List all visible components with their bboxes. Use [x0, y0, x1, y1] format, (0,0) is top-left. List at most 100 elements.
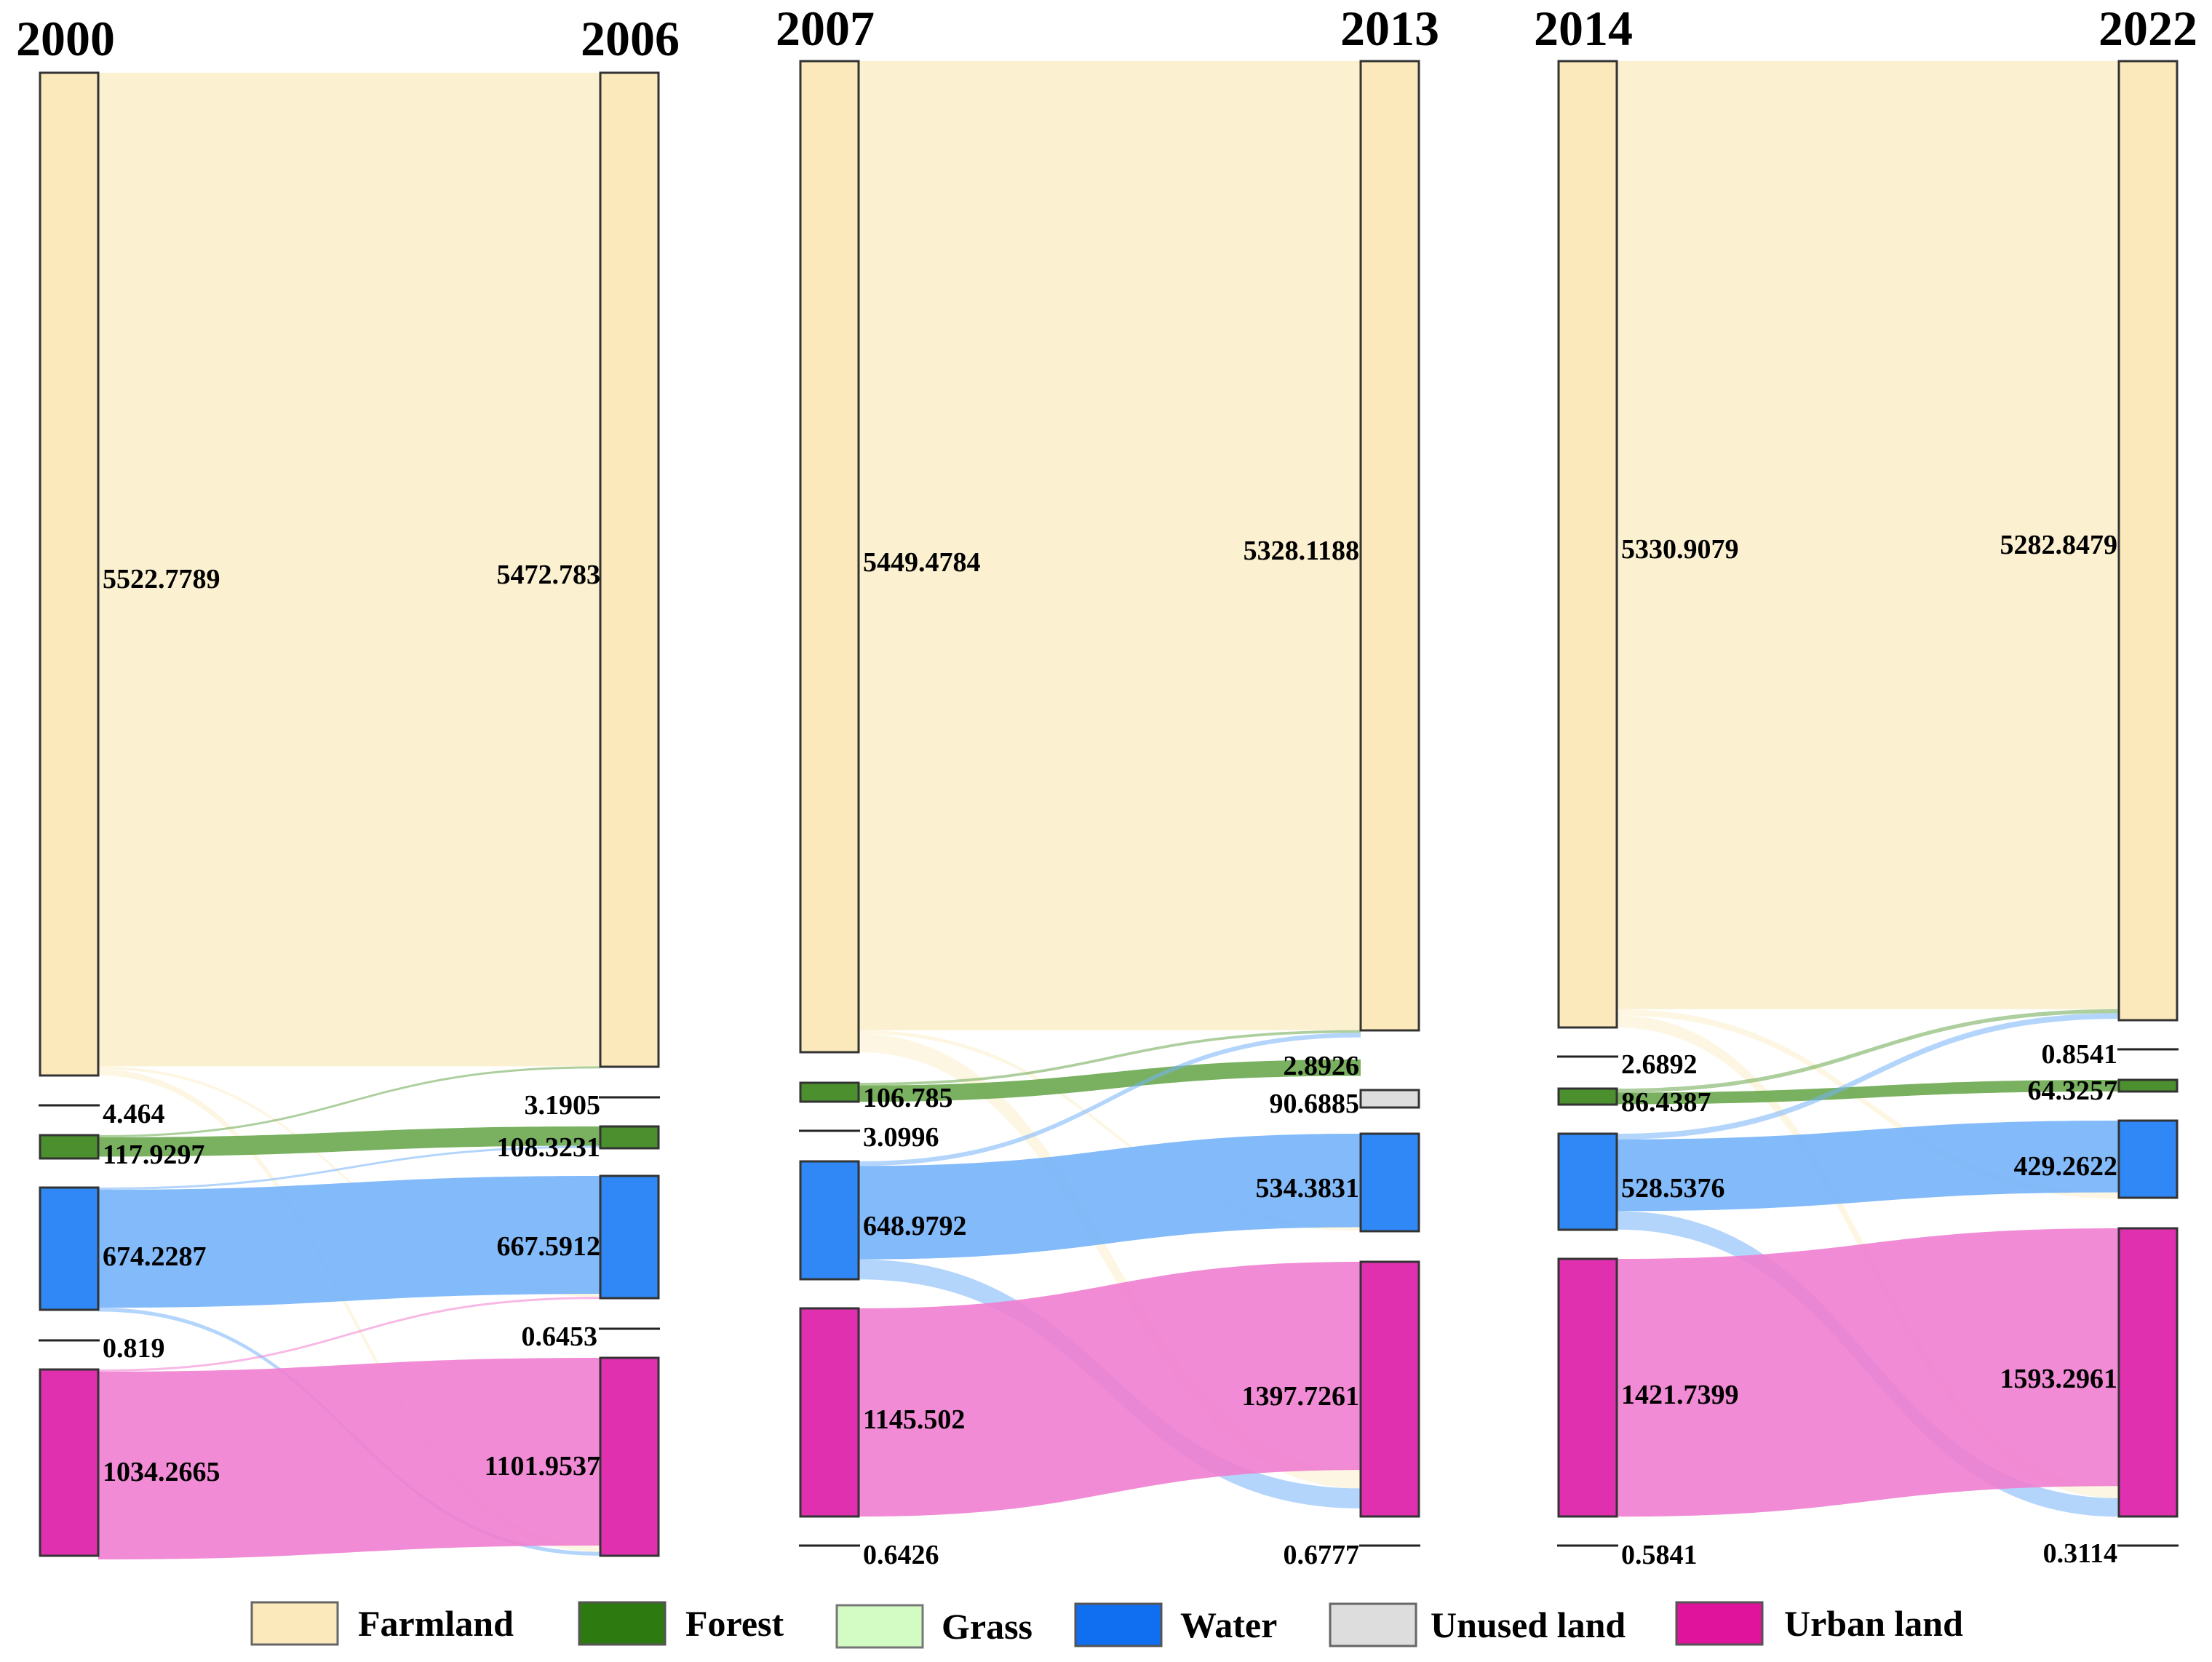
year-title-2014: 2014: [1534, 1, 1633, 56]
flow-2014-forest-to-farmland: [1617, 1009, 2119, 1093]
legend-label-grass: Grass: [942, 1606, 1033, 1647]
legend-label-farmland: Farmland: [358, 1603, 514, 1644]
node-2022-farmland: [2117, 60, 2179, 1022]
value-label-2000-grass: 0.819: [103, 1333, 165, 1364]
legend-swatch-farmland: [250, 1601, 339, 1646]
value-label-2013-grass: 0.6777: [1284, 1540, 1360, 1570]
flow-2000-urban-land-to-water: [98, 1297, 600, 1372]
value-label-2007-water: 648.9792: [863, 1211, 967, 1241]
year-title-2006: 2006: [581, 11, 680, 66]
value-label-2013-farmland: 5328.1188: [1244, 536, 1359, 566]
year-title-2007: 2007: [776, 1, 875, 56]
value-label-2022-grass: 0.3114: [2043, 1538, 2117, 1569]
legend-swatch-water: [1074, 1602, 1163, 1647]
legend-label-unused-land: Unused land: [1431, 1605, 1626, 1645]
nodes-layer: [39, 60, 2179, 1557]
flow-2000-water-to-forest: [98, 1145, 600, 1190]
value-label-2006-water: 667.5912: [497, 1231, 601, 1262]
value-label-2000-water: 674.2287: [103, 1241, 207, 1272]
node-2014-forest: [1557, 1087, 1618, 1106]
value-label-2022-water: 429.2622: [2014, 1151, 2118, 1182]
flow-2000-farmland-to-urban-land: [98, 1069, 600, 1552]
node-2014-urban-land: [1557, 1257, 1618, 1518]
value-label-2006-urban-land: 1101.9537: [485, 1451, 600, 1482]
flow-2007-water-to-farmland: [859, 1033, 1361, 1166]
legend-swatch-grass: [835, 1604, 924, 1649]
node-2000-forest: [39, 1134, 100, 1160]
node-2000-farmland: [39, 71, 100, 1077]
value-label-2022-farmland: 5282.8479: [2000, 530, 2118, 560]
value-label-2006-grass: 0.6453: [522, 1321, 598, 1352]
node-2013-water: [1359, 1132, 1420, 1233]
node-2007-urban-land: [799, 1307, 860, 1518]
value-label-2013-forest: 2.8926: [1284, 1051, 1360, 1081]
flow-2014-forest-to-forest: [1617, 1080, 2119, 1105]
flow-2014-water-to-farmland: [1617, 1013, 2119, 1140]
value-label-2022-unused-land: 0.8541: [2042, 1039, 2118, 1070]
value-label-2013-unused-land: 90.6885: [1270, 1089, 1360, 1119]
flow-2000-farmland-to-water: [98, 1066, 600, 1297]
flow-2000-forest-to-farmland: [98, 1066, 600, 1137]
flow-2000-water-to-water: [98, 1176, 600, 1308]
node-2014-water: [1557, 1132, 1618, 1231]
value-label-2007-unused-land: 3.0996: [863, 1122, 939, 1153]
flow-2007-farmland-to-urban-land: [859, 1033, 1361, 1489]
value-label-2007-forest: 106.785: [863, 1083, 953, 1113]
legend-label-water: Water: [1180, 1605, 1277, 1645]
flow-2000-urban-land-to-urban-land: [98, 1358, 600, 1559]
flow-2007-water-to-water: [859, 1134, 1361, 1260]
flow-2014-water-to-water: [1617, 1121, 2119, 1212]
value-label-2000-forest: 117.9297: [103, 1140, 204, 1170]
value-label-2000-unused-land: 4.464: [103, 1099, 165, 1129]
flow-2014-farmland-to-farmland: [1617, 61, 2119, 1009]
node-2013-farmland: [1359, 60, 1420, 1032]
node-2007-forest: [799, 1081, 860, 1103]
value-label-2000-urban-land: 1034.2665: [103, 1457, 220, 1487]
value-label-2022-urban-land: 1593.2961: [2000, 1364, 2118, 1394]
node-2014-farmland: [1557, 60, 1618, 1029]
year-title-2000: 2000: [16, 11, 115, 66]
labels-layer: 5522.7789 5472.783 4.464 3.1905 117.9297 108.…: [103, 530, 2117, 1570]
node-2013-unused-land: [1359, 1089, 1420, 1109]
legend-swatch-unused-land: [1329, 1602, 1417, 1647]
node-2007-water: [799, 1160, 860, 1281]
value-label-2006-unused-land: 3.1905: [525, 1090, 601, 1121]
value-label-2007-farmland: 5449.4784: [863, 547, 981, 578]
value-label-2014-grass: 0.5841: [1621, 1540, 1698, 1570]
flow-2007-urban-land-to-urban-land: [859, 1262, 1361, 1517]
value-label-2006-forest: 108.3231: [497, 1132, 601, 1163]
value-label-2000-farmland: 5522.7789: [103, 564, 220, 595]
flow-2007-farmland-to-farmland: [859, 61, 1361, 1030]
flows-layer: [98, 61, 2119, 1559]
node-2022-urban-land: [2117, 1227, 2179, 1518]
legend-label-forest: Forest: [685, 1603, 784, 1644]
legend: Farmland Forest Grass Water Unused land …: [250, 1601, 1963, 1649]
node-2007-farmland: [799, 60, 860, 1054]
value-label-2014-water: 528.5376: [1621, 1173, 1725, 1204]
year-title-2013: 2013: [1340, 1, 1439, 56]
node-2022-forest: [2117, 1078, 2179, 1093]
flow-2000-farmland-to-farmland: [98, 73, 600, 1067]
node-2006-urban-land: [599, 1356, 660, 1557]
node-2000-water: [39, 1186, 100, 1311]
value-label-2013-water: 534.3831: [1256, 1173, 1360, 1204]
year-title-2022: 2022: [2098, 1, 2197, 56]
legend-swatch-urban-land: [1675, 1601, 1764, 1646]
value-label-2007-grass: 0.6426: [863, 1540, 939, 1570]
value-label-2014-forest: 86.4387: [1621, 1087, 1711, 1118]
value-label-2014-urban-land: 1421.7399: [1621, 1380, 1739, 1410]
value-label-2007-urban-land: 1145.502: [863, 1404, 965, 1435]
flow-2007-farmland-to-water: [859, 1030, 1361, 1231]
legend-swatch-forest: [578, 1601, 667, 1646]
node-2022-water: [2117, 1119, 2179, 1199]
value-label-2022-forest: 64.3257: [2028, 1075, 2118, 1106]
value-label-2014-unused-land: 2.6892: [1621, 1049, 1698, 1080]
flow-2007-forest-to-farmland: [859, 1030, 1361, 1086]
node-2013-urban-land: [1359, 1260, 1420, 1518]
flow-2014-farmland-to-water: [1617, 1009, 2119, 1199]
node-2006-water: [599, 1174, 660, 1300]
node-2006-farmland: [599, 71, 660, 1068]
flow-2000-forest-to-forest: [98, 1126, 600, 1157]
value-label-2006-farmland: 5472.783: [497, 560, 601, 590]
